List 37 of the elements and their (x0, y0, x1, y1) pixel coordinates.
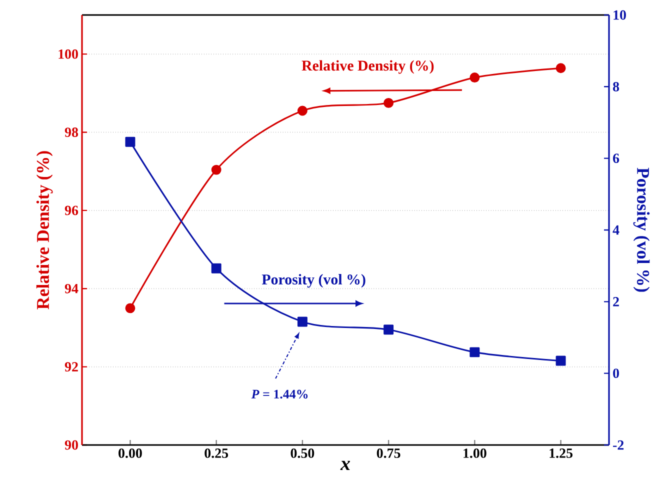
annotation: Relative Density (%) (302, 60, 434, 74)
y2-tick-label: 4 (612, 225, 620, 235)
y-tick-label: 92 (64, 362, 78, 372)
y2-tick-label: 8 (613, 82, 620, 92)
x-tick-label: 0.00 (118, 448, 142, 458)
x-tick-label: 0.25 (204, 448, 228, 458)
y-tick-label: 96 (64, 206, 78, 216)
x-tick-label: 1.25 (550, 448, 572, 458)
point (384, 324, 394, 335)
x-tick-label: 0.75 (376, 448, 400, 458)
point (125, 303, 136, 314)
y-tick-label: 98 (64, 128, 78, 137)
y2-tick-label: 2 (613, 297, 619, 306)
y2-tick-label: 6 (613, 154, 620, 164)
point (470, 72, 480, 83)
annotation: P = 1.44% (251, 390, 308, 399)
y-tick-label: 90 (64, 440, 78, 450)
point (211, 263, 222, 274)
point (556, 356, 566, 366)
point (384, 98, 394, 108)
y-axis-title: Relative Density (%) (36, 151, 53, 310)
point (297, 316, 308, 327)
annotation: Porosity (vol %) (262, 274, 366, 288)
x-axis-title: x (340, 460, 350, 470)
y-tick-label: 100 (58, 49, 78, 59)
point (556, 63, 566, 74)
x-tick-label: 1.00 (464, 448, 486, 458)
point (297, 106, 308, 116)
y2-tick-label: 0 (613, 368, 619, 378)
x-tick-label: 0.50 (290, 448, 314, 458)
y2-tick-label: 10 (614, 10, 626, 20)
y2-tick-label: -2 (613, 440, 624, 450)
point (125, 136, 136, 147)
y2-axis-title: Porosity (vol %) (633, 168, 650, 292)
y-tick-label: 94 (64, 284, 78, 294)
point (470, 347, 480, 358)
point (211, 164, 222, 175)
